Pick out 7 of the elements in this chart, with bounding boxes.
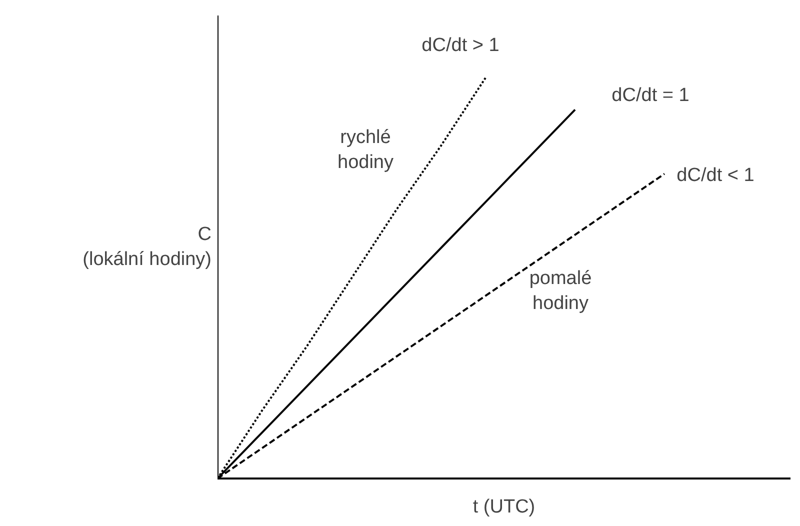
y-axis-title: C (lokální hodiny): [82, 224, 212, 270]
annotation: rychlé hodiny: [338, 127, 394, 173]
annotation: dC/dt = 1: [612, 85, 690, 106]
annotation: pomalé hodiny: [529, 268, 592, 314]
x-axis-title: t (UTC): [472, 496, 536, 518]
text: dC/dt > 1: [422, 35, 500, 56]
annotation: dC/dt < 1: [676, 165, 754, 186]
